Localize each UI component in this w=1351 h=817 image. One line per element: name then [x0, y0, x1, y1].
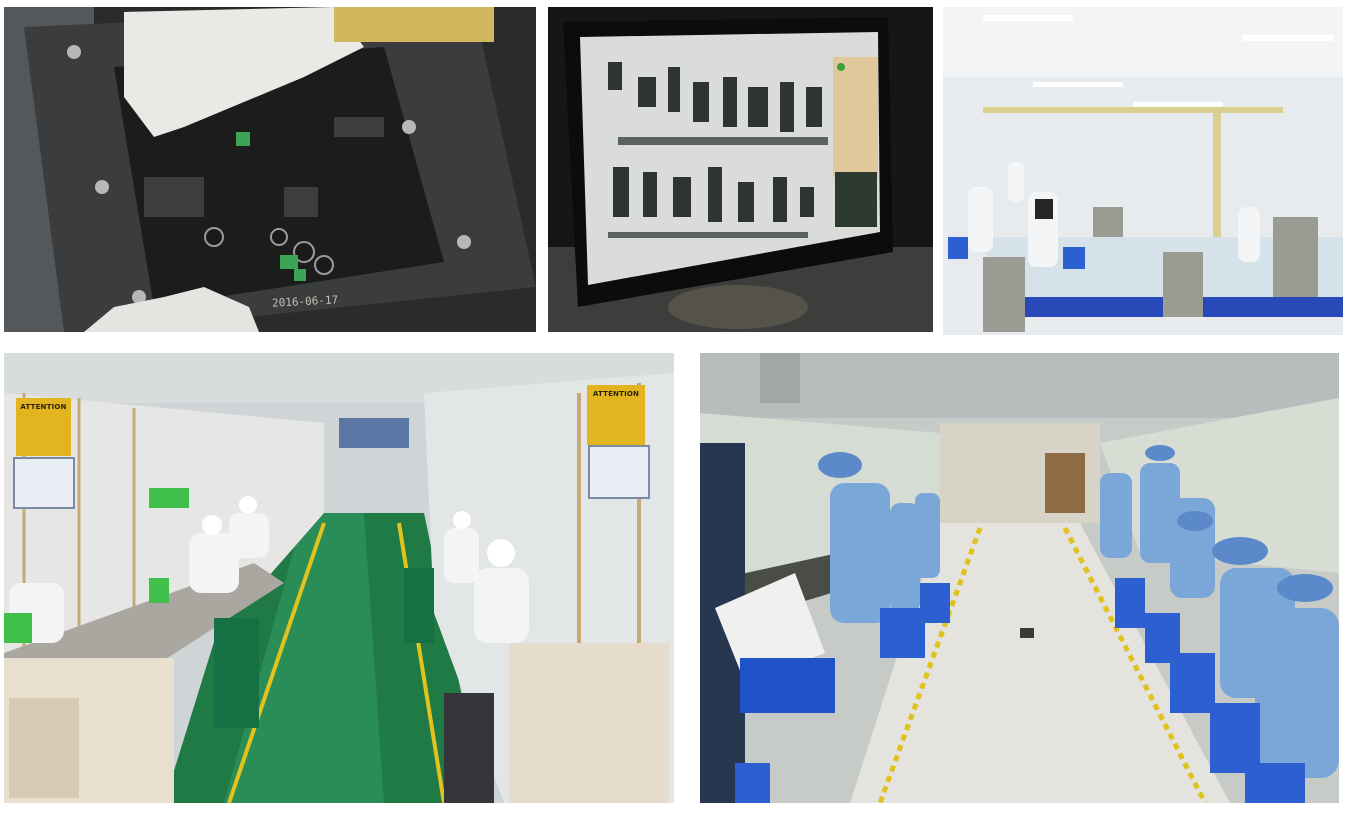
esd-sign-left-label: ATTENTION	[20, 403, 67, 411]
photo-pcb-assembly: 2016-06-17	[4, 7, 536, 332]
photo-xray-inspection	[548, 7, 933, 332]
photo-assembly-line-white	[943, 7, 1343, 335]
photo-production-hall-green: ATTENTION ATTENTION	[4, 353, 674, 803]
photo-production-hall-blue	[700, 353, 1339, 803]
esd-sign-right-label: ATTENTION	[592, 390, 640, 398]
